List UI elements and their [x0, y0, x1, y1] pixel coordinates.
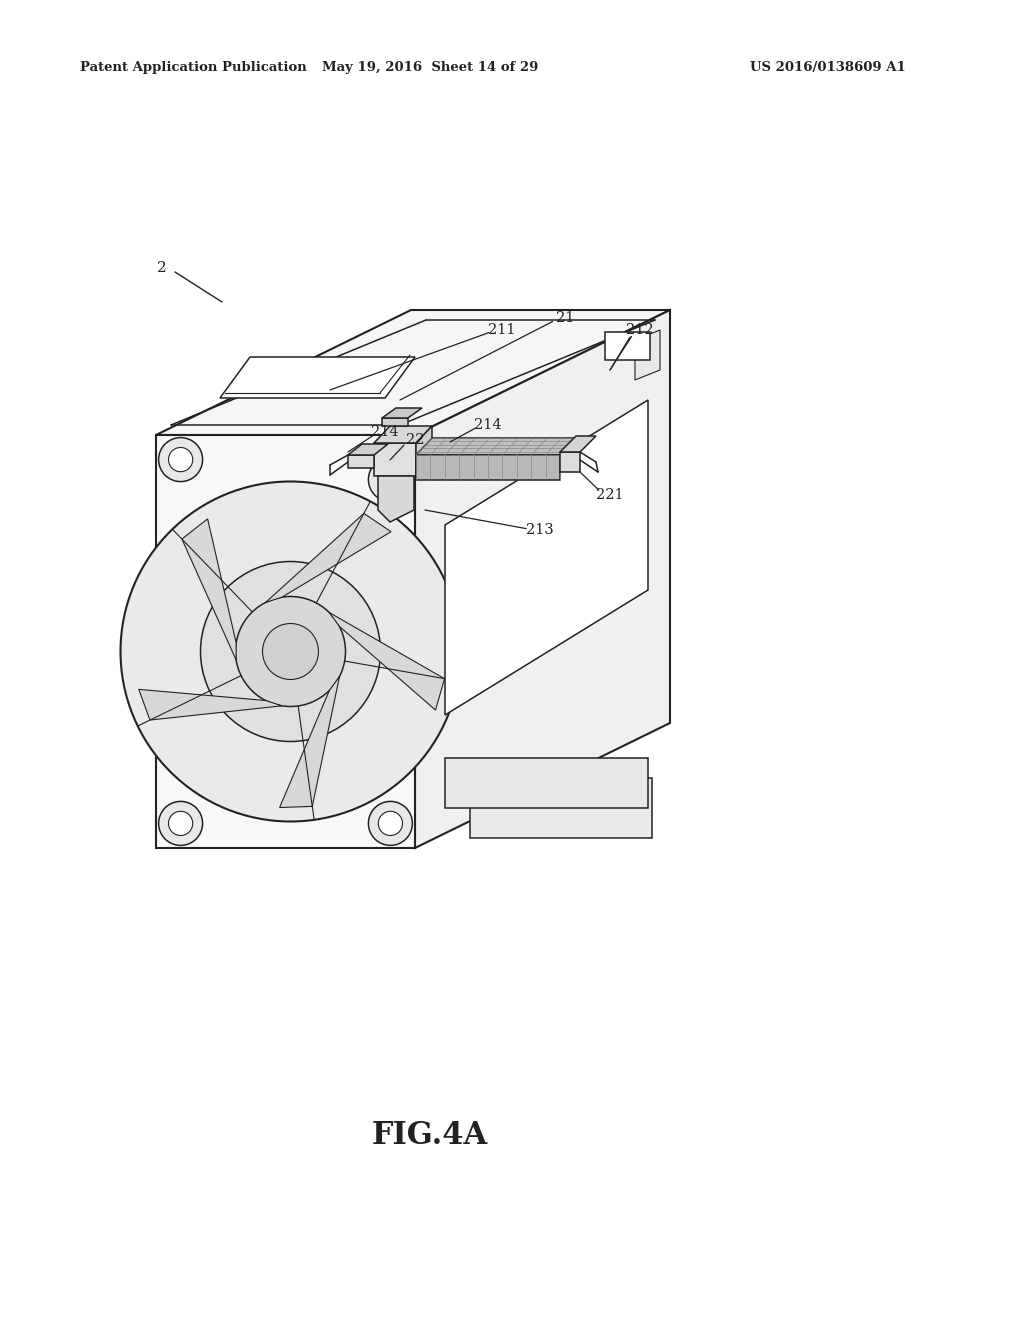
Polygon shape: [220, 356, 415, 399]
Circle shape: [378, 467, 402, 492]
Polygon shape: [138, 689, 282, 721]
Polygon shape: [416, 426, 432, 477]
Circle shape: [378, 447, 402, 471]
Text: 21: 21: [556, 312, 574, 325]
Polygon shape: [416, 438, 575, 455]
Polygon shape: [635, 330, 660, 380]
Polygon shape: [348, 455, 374, 469]
Circle shape: [121, 482, 461, 821]
Text: 211: 211: [488, 323, 516, 337]
Polygon shape: [445, 758, 648, 808]
Text: US 2016/0138609 A1: US 2016/0138609 A1: [750, 62, 906, 74]
Polygon shape: [156, 310, 670, 436]
Polygon shape: [156, 436, 415, 847]
Circle shape: [369, 438, 413, 482]
Text: 2: 2: [157, 261, 167, 275]
Polygon shape: [374, 444, 416, 477]
Polygon shape: [416, 455, 560, 480]
Polygon shape: [265, 513, 391, 602]
Polygon shape: [382, 418, 408, 426]
Text: Patent Application Publication: Patent Application Publication: [80, 62, 307, 74]
Polygon shape: [374, 426, 432, 444]
Polygon shape: [445, 400, 648, 715]
Text: FIG.4A: FIG.4A: [372, 1119, 488, 1151]
Text: 22: 22: [406, 433, 424, 447]
Polygon shape: [382, 408, 422, 418]
Polygon shape: [378, 477, 414, 521]
Circle shape: [159, 801, 203, 845]
Polygon shape: [560, 436, 596, 451]
Polygon shape: [348, 444, 388, 455]
Text: May 19, 2016  Sheet 14 of 29: May 19, 2016 Sheet 14 of 29: [322, 62, 539, 74]
Polygon shape: [280, 676, 340, 808]
Circle shape: [201, 561, 381, 742]
Text: 214: 214: [474, 418, 502, 432]
Text: 214: 214: [371, 425, 398, 440]
Polygon shape: [470, 777, 652, 838]
Polygon shape: [605, 333, 650, 360]
Circle shape: [378, 812, 402, 836]
Circle shape: [159, 438, 203, 482]
Circle shape: [236, 597, 345, 706]
Circle shape: [169, 812, 193, 836]
Circle shape: [369, 458, 413, 502]
Polygon shape: [560, 451, 580, 473]
Circle shape: [369, 801, 413, 845]
Circle shape: [169, 447, 193, 471]
Polygon shape: [182, 519, 237, 660]
Circle shape: [262, 623, 318, 680]
Text: 212: 212: [627, 323, 653, 337]
Text: 221: 221: [596, 488, 624, 502]
Text: 213: 213: [526, 523, 554, 537]
Polygon shape: [415, 310, 670, 847]
Polygon shape: [330, 612, 444, 710]
